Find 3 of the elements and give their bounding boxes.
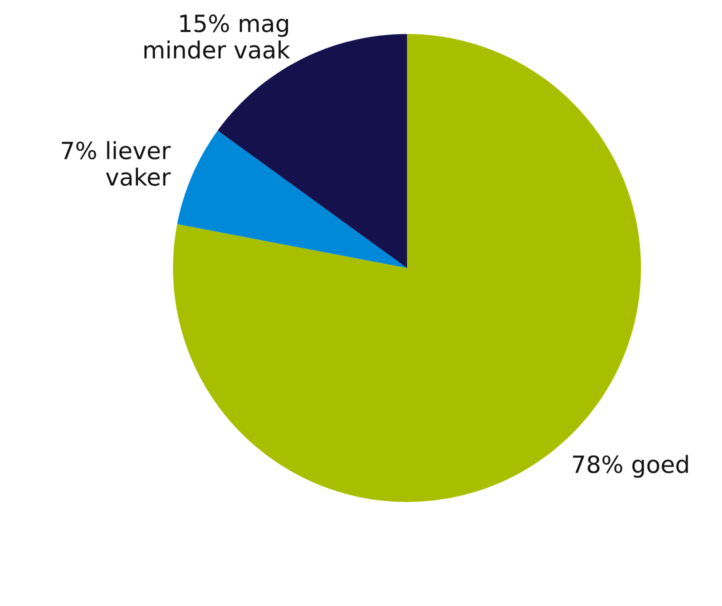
slice-label: 7% liever vaker bbox=[62, 141, 171, 186]
slice-label: 15% mag minder vaak bbox=[144, 14, 290, 59]
slice-label: 78% goed bbox=[573, 454, 688, 478]
